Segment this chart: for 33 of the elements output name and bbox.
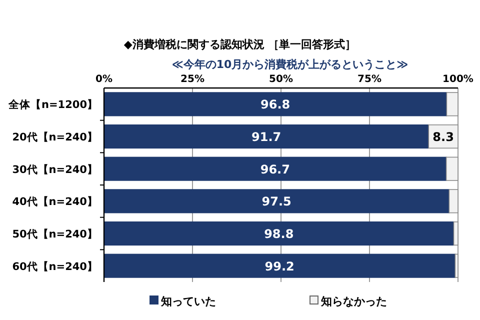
chart-subtitle: ≪今年の10月から消費税が上がるということ≫ (172, 58, 408, 71)
bar (104, 189, 450, 214)
bar (446, 156, 458, 181)
data-label: 8.3 (432, 130, 454, 144)
data-label: 96.8 (260, 98, 290, 112)
legend-label: 知らなかった (320, 295, 387, 308)
y-tick-label: 全体【n=1200】 (8, 98, 98, 112)
x-tick-label: 75% (358, 74, 382, 85)
bar (453, 221, 458, 246)
data-label: 97.5 (262, 194, 292, 209)
bar (454, 254, 458, 278)
bar (104, 254, 456, 278)
y-tick-label: 30代【n=240】 (12, 162, 98, 176)
y-tick-label: 40代【n=240】 (12, 195, 98, 208)
bar (448, 189, 458, 214)
bar (104, 156, 447, 181)
x-tick-label: 50% (269, 74, 293, 85)
y-tick-label: 50代【n=240】 (12, 228, 98, 240)
y-tick-label: 60代【n=240】 (12, 260, 98, 273)
data-label: 91.7 (252, 130, 282, 144)
chart-title: ◆消費増税に関する認知状況 ［単一回答形式］ (124, 38, 356, 51)
y-tick-label: 20代【n=240】 (12, 130, 98, 144)
data-label: 98.8 (264, 227, 294, 241)
legend-label: 知っていた (160, 295, 216, 308)
x-tick-label: 0% (96, 74, 112, 85)
bar (104, 221, 454, 246)
bar (104, 124, 430, 149)
bar (104, 92, 448, 116)
x-tick-label: 100% (442, 74, 474, 85)
data-label: 99.2 (264, 259, 294, 274)
bar (446, 92, 458, 116)
x-tick-label: 25% (180, 74, 204, 85)
data-label: 96.7 (260, 162, 290, 176)
